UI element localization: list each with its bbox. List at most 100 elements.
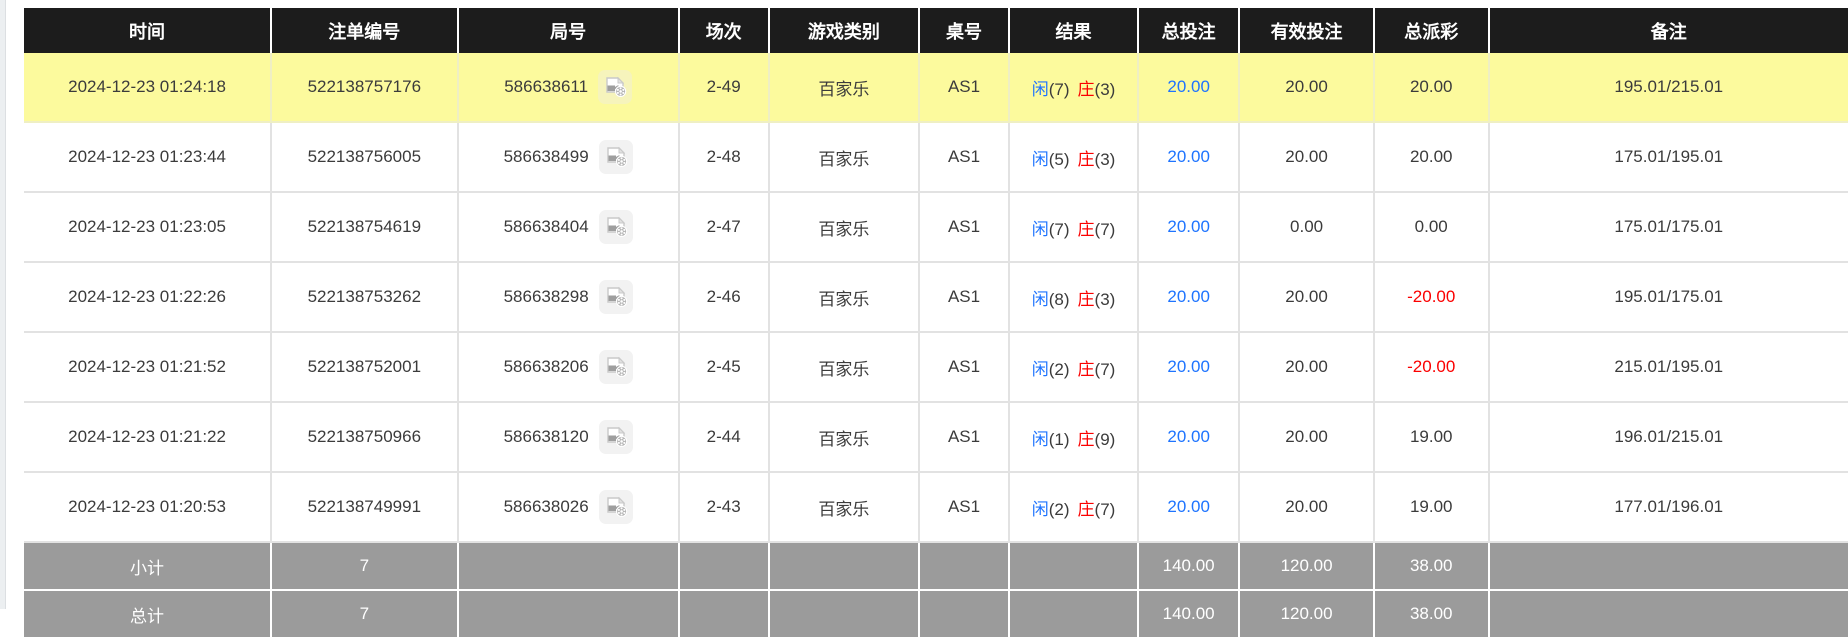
column-header-valid-bet[interactable]: 有效投注: [1239, 8, 1374, 53]
cell-table-no: AS1: [919, 122, 1009, 192]
cell-remark: 175.01/195.01: [1489, 122, 1848, 192]
table-no-value: AS1: [948, 147, 980, 166]
column-header-total-payout[interactable]: 总派彩: [1374, 8, 1489, 53]
result-banker-value: (3): [1095, 290, 1116, 309]
cell-session: 2-45: [679, 332, 769, 402]
result-player-value: (2): [1049, 500, 1070, 519]
total-payout-value: 19.00: [1410, 427, 1453, 446]
video-file-icon[interactable]: [599, 420, 633, 454]
video-file-icon[interactable]: [599, 350, 633, 384]
summary-table-no: [919, 542, 1009, 590]
summary-session: [679, 590, 769, 637]
result-banker-label: 庄: [1078, 500, 1095, 519]
video-file-icon[interactable]: [598, 70, 632, 104]
total-bet-link[interactable]: 20.00: [1167, 497, 1210, 516]
cell-total-bet: 20.00: [1138, 122, 1239, 192]
result-banker-value: (3): [1095, 80, 1116, 99]
video-file-icon[interactable]: [599, 210, 633, 244]
remark-value: 196.01/215.01: [1614, 427, 1723, 446]
column-header-result[interactable]: 结果: [1009, 8, 1138, 53]
result-player-label: 闲: [1032, 500, 1049, 519]
valid-bet-value: 20.00: [1285, 427, 1328, 446]
table-row[interactable]: 2024-12-23 01:20:53 522138749991 5866380…: [24, 472, 1848, 542]
column-header-session[interactable]: 场次: [679, 8, 769, 53]
round-no-value: 586638026: [504, 497, 589, 517]
result-player-value: (1): [1049, 430, 1070, 449]
total-bet-link[interactable]: 20.00: [1167, 217, 1210, 236]
remark-value: 195.01/175.01: [1614, 287, 1723, 306]
cell-time: 2024-12-23 01:21:22: [24, 402, 271, 472]
cell-time: 2024-12-23 01:24:18: [24, 53, 271, 122]
cell-round-no: 586638499: [458, 122, 679, 192]
total-payout-value: -20.00: [1407, 287, 1455, 306]
cell-result: 闲(1)庄(9): [1009, 402, 1138, 472]
column-header-total-bet[interactable]: 总投注: [1138, 8, 1239, 53]
table-row[interactable]: 2024-12-23 01:21:22 522138750966 5866381…: [24, 402, 1848, 472]
cell-round-no: 586638404: [458, 192, 679, 262]
column-header-remark[interactable]: 备注: [1489, 8, 1848, 53]
video-file-icon[interactable]: [599, 490, 633, 524]
cell-order-no: 522138754619: [271, 192, 457, 262]
cell-valid-bet: 20.00: [1239, 472, 1374, 542]
session-value: 2-44: [707, 427, 741, 446]
result-banker-label: 庄: [1078, 80, 1095, 99]
result-player-label: 闲: [1032, 80, 1049, 99]
total-bet-link[interactable]: 20.00: [1167, 77, 1210, 96]
video-file-icon[interactable]: [599, 140, 633, 174]
cell-round-no: 586638298: [458, 262, 679, 332]
cell-result: 闲(2)庄(7): [1009, 332, 1138, 402]
cell-result: 闲(7)庄(7): [1009, 192, 1138, 262]
table-row[interactable]: 2024-12-23 01:22:26 522138753262 5866382…: [24, 262, 1848, 332]
cell-game-type: 百家乐: [769, 472, 920, 542]
order-no-value: 522138750966: [308, 427, 421, 446]
table-row[interactable]: 2024-12-23 01:23:44 522138756005 5866384…: [24, 122, 1848, 192]
cell-session: 2-48: [679, 122, 769, 192]
result-banker-value: (9): [1095, 430, 1116, 449]
cell-total-payout: -20.00: [1374, 262, 1489, 332]
table-row[interactable]: 2024-12-23 01:21:52 522138752001 5866382…: [24, 332, 1848, 402]
summary-table-no: [919, 590, 1009, 637]
table-row[interactable]: 2024-12-23 01:23:05 522138754619 5866384…: [24, 192, 1848, 262]
cell-round-no: 586638206: [458, 332, 679, 402]
result-banker-value: (7): [1095, 220, 1116, 239]
cell-table-no: AS1: [919, 53, 1009, 122]
cell-remark: 175.01/175.01: [1489, 192, 1848, 262]
total-bet-link[interactable]: 20.00: [1167, 147, 1210, 166]
column-header-time[interactable]: 时间: [24, 8, 271, 53]
cell-valid-bet: 20.00: [1239, 122, 1374, 192]
valid-bet-value: 20.00: [1285, 287, 1328, 306]
cell-remark: 195.01/175.01: [1489, 262, 1848, 332]
result-player-value: (7): [1049, 80, 1070, 99]
summary-total-bet: 140.00: [1138, 542, 1239, 590]
time-value: 2024-12-23 01:20:53: [68, 497, 226, 516]
table-row[interactable]: 2024-12-23 01:24:18 522138757176 5866386…: [24, 53, 1848, 122]
column-header-round-no[interactable]: 局号: [458, 8, 679, 53]
round-no-value: 586638206: [504, 357, 589, 377]
column-header-table-no[interactable]: 桌号: [919, 8, 1009, 53]
column-header-order-no[interactable]: 注单编号: [271, 8, 457, 53]
session-value: 2-43: [707, 497, 741, 516]
result-banker-value: (7): [1095, 360, 1116, 379]
total-bet-link[interactable]: 20.00: [1167, 357, 1210, 376]
cell-order-no: 522138753262: [271, 262, 457, 332]
session-value: 2-45: [707, 357, 741, 376]
cell-total-bet: 20.00: [1138, 192, 1239, 262]
video-file-icon[interactable]: [599, 280, 633, 314]
remark-value: 215.01/195.01: [1614, 357, 1723, 376]
round-no-value: 586638298: [504, 287, 589, 307]
summary-remark: [1489, 590, 1848, 637]
total-bet-link[interactable]: 20.00: [1167, 427, 1210, 446]
summary-label: 小计: [24, 542, 271, 590]
cell-session: 2-47: [679, 192, 769, 262]
cell-time: 2024-12-23 01:23:05: [24, 192, 271, 262]
summary-session: [679, 542, 769, 590]
column-header-game-type[interactable]: 游戏类别: [769, 8, 920, 53]
cell-game-type: 百家乐: [769, 262, 920, 332]
cell-total-bet: 20.00: [1138, 402, 1239, 472]
total-bet-link[interactable]: 20.00: [1167, 287, 1210, 306]
result-player-value: (2): [1049, 360, 1070, 379]
cell-total-bet: 20.00: [1138, 472, 1239, 542]
total-payout-value: 20.00: [1410, 77, 1453, 96]
summary-label: 总计: [24, 590, 271, 637]
cell-order-no: 522138750966: [271, 402, 457, 472]
